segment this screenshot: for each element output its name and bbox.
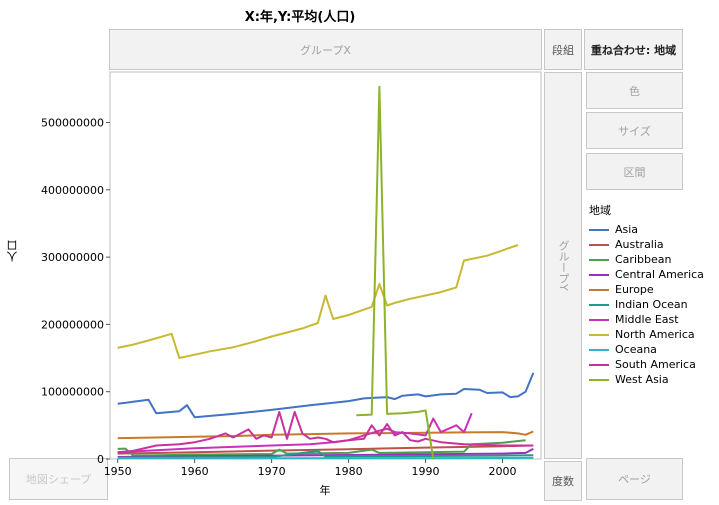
legend-item[interactable]: Caribbean <box>589 252 671 267</box>
legend-swatch <box>589 258 609 261</box>
chart-title: X:年,Y:平均(人口) <box>244 10 356 25</box>
map-shape-zone[interactable]: 地図シェープ <box>9 458 108 500</box>
group-x-zone[interactable]: グループX <box>109 29 542 70</box>
group-y-label: グループY <box>557 240 570 291</box>
interval-label: 区間 <box>623 165 646 179</box>
legend-item[interactable]: Indian Ocean <box>589 297 688 312</box>
y-tick-label: 200000000 <box>41 318 104 331</box>
freq-label: 度数 <box>552 475 574 488</box>
series-line-caribbean <box>117 439 526 457</box>
color-zone[interactable]: 色 <box>586 72 683 109</box>
overlay-label: 重ね合わせ: 地域 <box>590 43 677 57</box>
legend-item[interactable]: Middle East <box>589 312 679 327</box>
legend-item[interactable]: Europe <box>589 282 654 297</box>
freq-zone[interactable]: 度数 <box>544 461 582 501</box>
legend-swatch <box>589 333 609 336</box>
y-tick-label: 400000000 <box>41 184 104 197</box>
legend-item[interactable]: Central America <box>589 267 704 282</box>
x-tick-label: 2000 <box>489 465 517 478</box>
legend-label: Asia <box>615 223 639 236</box>
overlay-zone[interactable]: 重ね合わせ: 地域 <box>584 29 683 70</box>
legend-item[interactable]: Asia <box>589 222 638 237</box>
series-line-south-america <box>117 410 534 454</box>
interval-zone[interactable]: 区間 <box>586 153 683 190</box>
legend-label: West Asia <box>615 373 669 386</box>
size-label: サイズ <box>618 124 651 138</box>
legend-label: Indian Ocean <box>615 298 688 311</box>
series-line-asia <box>117 372 535 419</box>
legend-label: Caribbean <box>615 253 672 266</box>
legend-title: 地域 <box>589 204 611 217</box>
legend-swatch <box>589 243 609 246</box>
y-tick-label: 0 <box>97 453 104 466</box>
legend-swatch <box>589 303 609 306</box>
series-line-north-america <box>117 244 519 359</box>
x-axis-label: 年 <box>319 484 331 497</box>
wrap-zone[interactable]: 段組 <box>544 29 582 70</box>
wrap-label: 段組 <box>552 43 574 57</box>
series-line-central-america <box>117 448 534 458</box>
plot-frame <box>109 71 542 460</box>
legend-label: North America <box>615 328 695 341</box>
group-x-label: グループX <box>300 43 351 57</box>
legend-swatch <box>589 273 609 276</box>
color-label: 色 <box>629 84 640 98</box>
legend-swatch <box>589 318 609 321</box>
y-tick-label: 500000000 <box>41 116 104 129</box>
legend-label: Oceana <box>615 343 657 356</box>
size-zone[interactable]: サイズ <box>586 112 683 149</box>
legend-item[interactable]: West Asia <box>589 372 669 387</box>
x-tick-label: 1980 <box>335 465 363 478</box>
series-line-indian-ocean <box>117 449 534 459</box>
legend-label: Europe <box>615 283 654 296</box>
x-tick-label: 1950 <box>104 465 132 478</box>
legend-label: Central America <box>615 268 704 281</box>
legend-swatch <box>589 228 609 231</box>
legend-label: Australia <box>615 238 664 251</box>
legend-swatch <box>589 348 609 351</box>
legend-item[interactable]: Oceana <box>589 342 657 357</box>
x-tick-label: 1970 <box>258 465 286 478</box>
group-y-zone[interactable]: グループY <box>544 72 582 459</box>
y-tick-label: 100000000 <box>41 386 104 399</box>
x-tick-label: 1990 <box>412 465 440 478</box>
legend-label: South America <box>615 358 696 371</box>
legend-item[interactable]: South America <box>589 357 696 372</box>
page-zone[interactable]: ページ <box>586 458 683 500</box>
legend-swatch <box>589 288 609 291</box>
legend-label: Middle East <box>615 313 679 326</box>
y-tick-label: 300000000 <box>41 251 104 264</box>
x-tick-label: 1960 <box>181 465 209 478</box>
legend-item[interactable]: Australia <box>589 237 664 252</box>
legend-item[interactable]: North America <box>589 327 695 342</box>
map-shape-label: 地図シェープ <box>25 473 92 486</box>
series-line-west-asia <box>356 85 435 460</box>
legend-swatch <box>589 363 609 366</box>
legend-swatch <box>589 378 609 381</box>
page-label: ページ <box>618 473 651 486</box>
